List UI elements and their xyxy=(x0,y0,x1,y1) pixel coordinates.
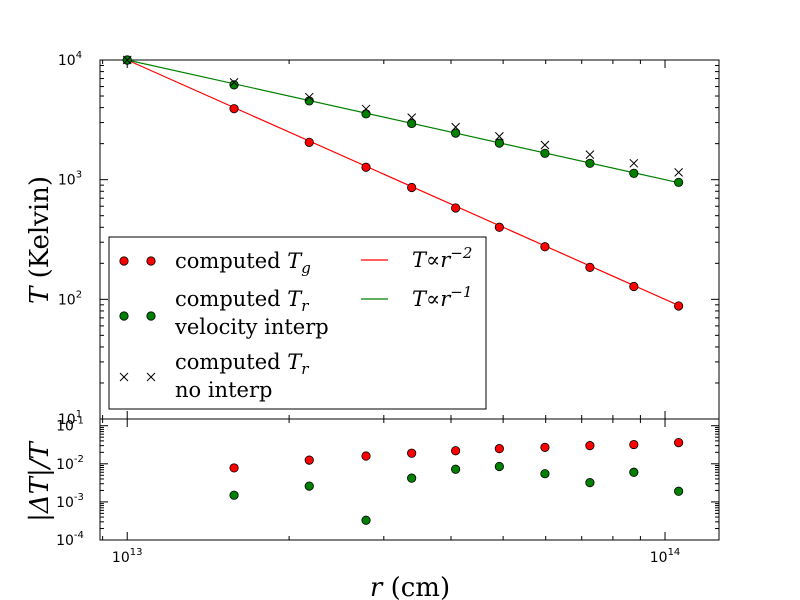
x-tick-label: 1013 xyxy=(112,547,143,566)
error-data-point xyxy=(229,490,239,500)
x-marker-point xyxy=(451,122,460,132)
error-data-point xyxy=(674,486,684,496)
legend-marker xyxy=(119,372,129,382)
circle-data-point xyxy=(407,118,417,129)
x-marker-point xyxy=(629,158,639,168)
error-data-point xyxy=(304,481,314,491)
circle-data-point xyxy=(674,301,684,311)
bottom-data-points xyxy=(229,438,684,525)
error-data-point xyxy=(629,439,639,450)
error-data-point xyxy=(304,455,314,465)
y-tick-label: 102 xyxy=(58,289,82,308)
error-data-point xyxy=(361,451,371,461)
x-marker-point xyxy=(122,55,132,65)
circle-data-point xyxy=(451,128,461,138)
error-data-point xyxy=(540,442,550,452)
circle-data-point xyxy=(540,148,550,158)
circle-data-point xyxy=(407,182,417,193)
error-data-point xyxy=(451,446,461,456)
circle-data-point xyxy=(629,281,639,292)
y-tick-label: 104 xyxy=(58,50,82,69)
legend-marker xyxy=(146,372,156,382)
legend-label-no-interp: no interp xyxy=(175,378,272,402)
bottom-y-axis-label: |ΔT|/T xyxy=(25,440,55,521)
circle-data-point xyxy=(361,162,371,172)
legend-label-r-2: T∝r−2 xyxy=(412,244,472,272)
legend-label-velocity-interp: velocity interp xyxy=(174,315,329,339)
bottom-panel: 10-4 10-3 10-2 10-1 1013 1014 xyxy=(56,416,720,566)
circle-data-point xyxy=(451,203,461,213)
circle-data-point xyxy=(229,80,239,90)
error-data-point xyxy=(585,478,595,488)
legend-label-r-1: T∝r−1 xyxy=(412,283,472,311)
top-data-points xyxy=(122,55,684,311)
x-tick-label: 1014 xyxy=(650,547,681,566)
y-tick-label: 10-4 xyxy=(56,530,84,549)
y-tick-label: 103 xyxy=(58,170,82,189)
y-tick-label: 101 xyxy=(58,409,82,428)
y-tick-label: 10-3 xyxy=(56,492,84,511)
circle-data-point xyxy=(585,158,595,168)
legend-marker xyxy=(119,256,129,266)
error-data-point xyxy=(361,515,371,525)
legend-box xyxy=(108,236,487,410)
circle-data-point xyxy=(540,242,550,252)
bottom-plot-frame xyxy=(99,418,720,541)
x-marker-point xyxy=(407,113,417,122)
circle-data-point xyxy=(361,109,371,119)
x-marker-point xyxy=(361,104,371,114)
x-marker-point xyxy=(229,78,239,87)
legend-marker xyxy=(146,311,156,321)
circle-data-point xyxy=(585,262,595,272)
circle-data-point xyxy=(494,222,504,232)
fit-line xyxy=(127,59,679,184)
bottom-axis-ticks: 10-4 10-3 10-2 10-1 1013 1014 xyxy=(56,416,719,566)
circle-data-point xyxy=(229,104,239,114)
error-data-point xyxy=(674,438,684,448)
x-marker-point xyxy=(495,132,504,141)
error-data-point xyxy=(494,444,504,454)
legend-label-tr-nointerp: computed Tr xyxy=(175,350,309,378)
circle-data-point xyxy=(304,96,314,106)
error-data-point xyxy=(407,473,417,483)
error-data-point xyxy=(451,464,461,474)
x-marker-point xyxy=(585,150,595,159)
x-axis-label: r (cm) xyxy=(370,573,450,600)
y-tick-label: 10-1 xyxy=(56,416,84,435)
error-data-point xyxy=(494,461,504,472)
legend-marker xyxy=(146,256,156,266)
x-marker-point xyxy=(304,92,314,102)
error-data-point xyxy=(407,448,417,458)
legend-label-tr-velocity: computed Tr xyxy=(175,287,309,315)
error-data-point xyxy=(629,467,639,477)
top-y-axis-label: T (Kelvin) xyxy=(25,176,55,304)
error-data-point xyxy=(585,441,595,451)
y-tick-label: 10-2 xyxy=(56,454,84,473)
x-marker-point xyxy=(540,140,550,150)
top-axis-ticks: 101 102 103 104 xyxy=(58,50,719,428)
circle-data-point xyxy=(629,168,639,178)
legend-label-tg: computed Tg xyxy=(175,249,311,277)
circle-data-point xyxy=(674,177,684,187)
circle-data-point xyxy=(494,138,504,148)
x-marker-point xyxy=(674,168,683,177)
circle-data-point xyxy=(304,137,314,147)
legend-marker xyxy=(119,311,129,321)
error-data-point xyxy=(229,463,239,473)
error-data-point xyxy=(540,469,550,479)
